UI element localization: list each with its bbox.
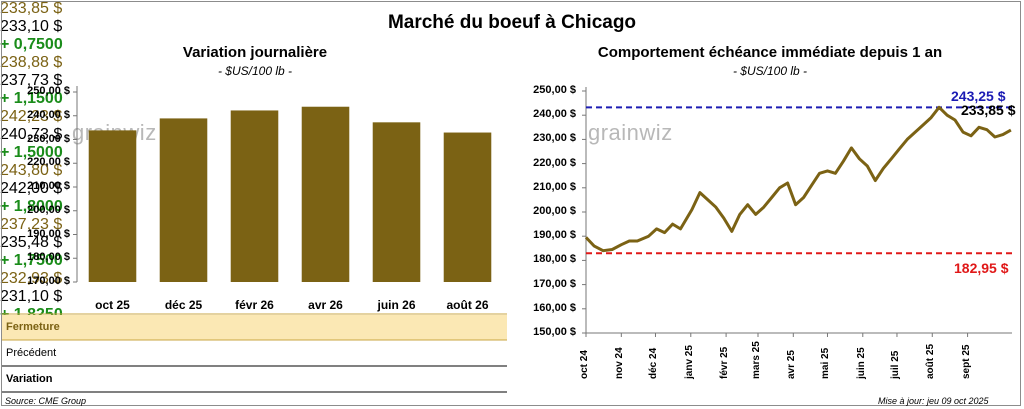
bar-5	[443, 132, 492, 282]
x-tick-label: nov 24	[614, 347, 626, 379]
right-watermark: grainwiz	[588, 120, 673, 145]
source-note: Source: CME Group	[5, 396, 87, 406]
right-y-tick: 200,00 $	[533, 205, 576, 217]
left-table-cells: 233,85 $233,10 $ + 0,7500 238,88 $237,73 $…	[0, 0, 63, 323]
table-cell-0: 242,23 $	[0, 108, 63, 125]
left-y-tick: 200,00 $	[27, 203, 70, 216]
category-label: déc 25	[164, 298, 203, 312]
left-y-tick: 250,00 $	[27, 85, 70, 97]
left-y-tick: 190,00 $	[27, 227, 70, 240]
x-tick-label: avr 25	[786, 350, 798, 379]
table-cell-1: 240,73 $	[0, 126, 63, 143]
bar-2	[230, 110, 279, 282]
x-tick-label: janv 25	[683, 345, 695, 379]
bar-3	[301, 106, 350, 282]
category-label: avr 26	[308, 298, 343, 312]
x-tick-label: oct 24	[579, 350, 590, 379]
right-panel-subtitle: - $US/100 lb -	[732, 64, 808, 78]
row-variation: Variation	[2, 367, 507, 392]
table-cell-2: + 1,8000	[0, 198, 63, 215]
left-y-tick: 170,00 $	[27, 275, 70, 287]
table-cell-2: + 0,7500	[0, 36, 63, 53]
table-cell-2: + 1,7500	[0, 252, 63, 269]
right-y-tick: 190,00 $	[533, 229, 576, 242]
x-tick-label: juin 25	[855, 347, 867, 379]
right-y-tick: 180,00 $	[533, 253, 576, 266]
row-precedent: Précédent	[2, 341, 507, 366]
x-tick-label: févr 25	[719, 346, 731, 379]
table-cell-2: + 1,1500	[0, 90, 63, 107]
update-note: Mise à jour: jeu 09 oct 2025	[878, 396, 989, 406]
table-cell-1: 233,10 $	[0, 18, 63, 35]
last-label: 233,85 $	[961, 102, 1016, 118]
right-y-tick: 230,00 $	[533, 132, 576, 145]
high-label: 243,25 $	[951, 88, 1006, 104]
bar-1	[159, 118, 208, 282]
right-y-tick: 220,00 $	[533, 156, 576, 169]
row-label-precedent: Précédent	[6, 347, 57, 359]
table-cell-0: 237,23 $	[0, 216, 63, 233]
category-label: févr 26	[235, 298, 274, 312]
right-y-tick: 240,00 $	[533, 108, 576, 121]
left-y-tick: 180,00 $	[27, 251, 70, 264]
x-tick-label: mars 25	[750, 341, 762, 379]
right-panel-title: Comportement échéance immédiate depuis 1…	[597, 44, 943, 61]
table-cell-1: 242,00 $	[0, 180, 63, 197]
table-cell-0: 238,88 $	[0, 54, 63, 71]
row-label-fermeture: Fermeture	[6, 321, 60, 333]
bar-4	[372, 122, 421, 282]
x-tick-label: sept 25	[960, 344, 972, 379]
table-cell-1: 231,10 $	[0, 288, 63, 305]
table-cell-0: 233,85 $	[0, 0, 63, 17]
left-panel-title: Variation journalière	[182, 44, 328, 61]
category-label: oct 25	[95, 298, 130, 312]
left-y-tick: 240,00 $	[27, 108, 70, 121]
price-line	[584, 105, 1012, 253]
bar-0	[88, 130, 137, 282]
low-label: 182,95 $	[954, 260, 1009, 276]
left-y-tick: 220,00 $	[27, 156, 70, 169]
x-tick-label: déc 24	[648, 347, 660, 379]
category-label: août 26	[446, 298, 489, 312]
x-tick-label: mai 25	[820, 347, 832, 379]
left-y-tick: 230,00 $	[27, 132, 70, 145]
main-title: Marché du boeuf à Chicago	[387, 12, 637, 33]
right-y-tick: 160,00 $	[533, 301, 576, 314]
x-tick-label: août 25	[925, 343, 937, 379]
right-y-tick: 170,00 $	[533, 277, 576, 290]
right-y-tick: 210,00 $	[533, 180, 576, 193]
row-label-variation: Variation	[6, 373, 53, 385]
table-cell-2: + 1,5000	[0, 144, 63, 161]
table-cell-1: 235,48 $	[0, 234, 63, 251]
left-panel-subtitle: - $US/100 lb -	[217, 64, 293, 78]
row-fermeture: Fermeture	[2, 315, 507, 340]
category-label: juin 26	[377, 298, 416, 312]
table-cell-0: 243,80 $	[0, 162, 63, 179]
right-y-tick: 150,00 $	[533, 326, 576, 338]
left-y-tick: 210,00 $	[27, 180, 70, 192]
table-cell-1: 237,73 $	[0, 72, 63, 89]
table-cell-0: 232,93 $	[0, 270, 63, 287]
x-tick-label: juil 25	[889, 350, 901, 379]
right-y-tick: 250,00 $	[533, 84, 576, 96]
